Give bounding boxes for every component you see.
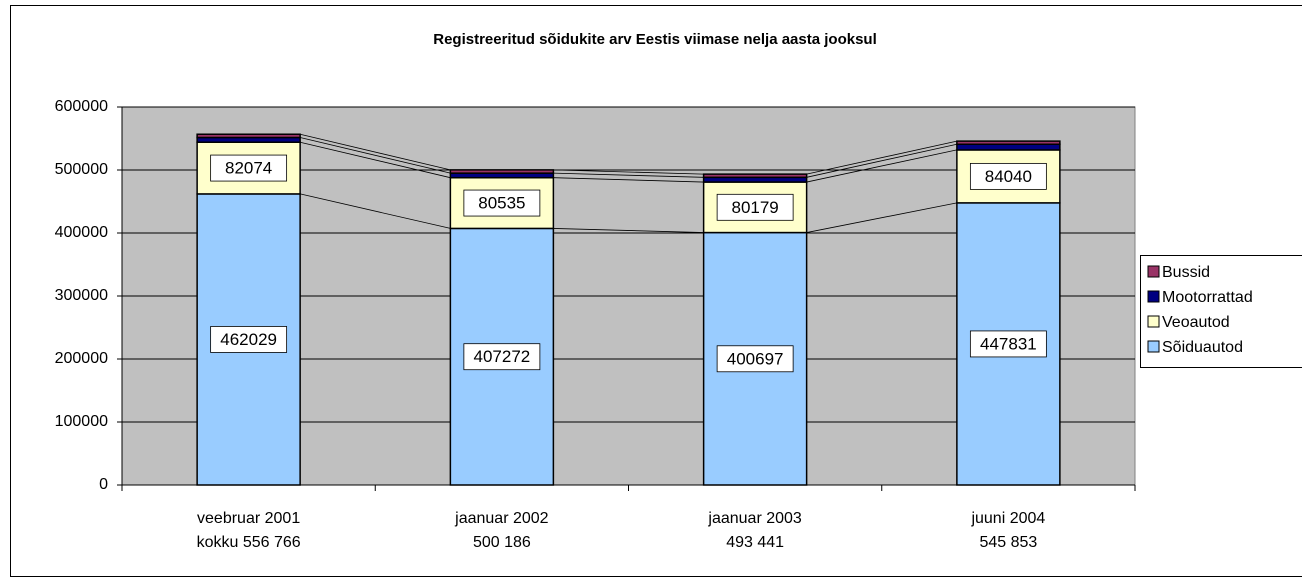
- y-tick-label: 200000: [55, 350, 108, 367]
- series-line: [806, 149, 957, 183]
- legend-label: Sõiduautod: [1162, 339, 1243, 356]
- data-label-box: [716, 345, 794, 373]
- series-line: [553, 172, 704, 178]
- x-tick-label: 493 441: [726, 534, 784, 551]
- data-label-box: [210, 326, 288, 353]
- y-tick-label: 500000: [55, 161, 108, 178]
- x-tick-label: kokku 556 766: [197, 534, 301, 551]
- bar-segment: [449, 169, 555, 174]
- data-label-box: [969, 162, 1047, 190]
- bar-segment: [956, 143, 1061, 151]
- data-label: 80179: [731, 198, 778, 217]
- data-label: 447831: [980, 334, 1037, 353]
- legend-swatch: [1147, 340, 1160, 353]
- series-line: [300, 137, 451, 174]
- series-line: [806, 143, 957, 178]
- data-label: 80535: [478, 194, 525, 213]
- legend-swatch: [1147, 265, 1160, 278]
- x-tick-label: 545 853: [979, 534, 1037, 551]
- y-tick-label: 0: [99, 476, 108, 493]
- data-label: 400697: [727, 349, 784, 368]
- series-line: [300, 193, 451, 229]
- data-label-box: [716, 193, 794, 221]
- legend-label: Veoautod: [1162, 314, 1230, 331]
- bar-segment: [956, 140, 1061, 146]
- y-tick-label: 400000: [55, 224, 108, 241]
- data-label: 82074: [225, 159, 272, 178]
- legend-label: Bussid: [1162, 264, 1210, 281]
- x-tick-label: 500 186: [473, 534, 531, 551]
- y-tick-label: 300000: [55, 287, 108, 304]
- x-tick-label: jaanuar 2003: [707, 510, 802, 527]
- series-line: [300, 133, 451, 171]
- data-label-box: [463, 189, 541, 217]
- data-label: 407272: [474, 347, 531, 366]
- x-tick-label: jaanuar 2002: [454, 510, 549, 527]
- bar-segment: [702, 173, 808, 179]
- y-tick-label: 100000: [55, 413, 108, 430]
- series-line: [806, 140, 957, 175]
- data-label: 462029: [220, 330, 277, 349]
- series-line: [553, 177, 704, 183]
- y-tick-label: 600000: [55, 98, 108, 115]
- chart-title: Registreeritud sõidukite arv Eestis viim…: [433, 31, 877, 48]
- data-label-box: [969, 330, 1047, 358]
- series-line: [300, 141, 451, 179]
- series-line: [553, 228, 704, 233]
- series-line: [806, 202, 957, 233]
- data-label-box: [210, 154, 288, 182]
- data-label: 84040: [985, 167, 1032, 186]
- legend-box: [1140, 255, 1302, 368]
- series-line: [553, 169, 704, 175]
- legend-swatch: [1147, 315, 1160, 328]
- x-tick-label: veebruar 2001: [197, 510, 300, 527]
- bar-segment: [196, 133, 301, 139]
- data-label-box: [463, 343, 541, 371]
- legend-swatch: [1147, 290, 1160, 303]
- x-tick-label: juuni 2004: [970, 510, 1045, 527]
- legend-label: Mootorrattad: [1162, 289, 1253, 306]
